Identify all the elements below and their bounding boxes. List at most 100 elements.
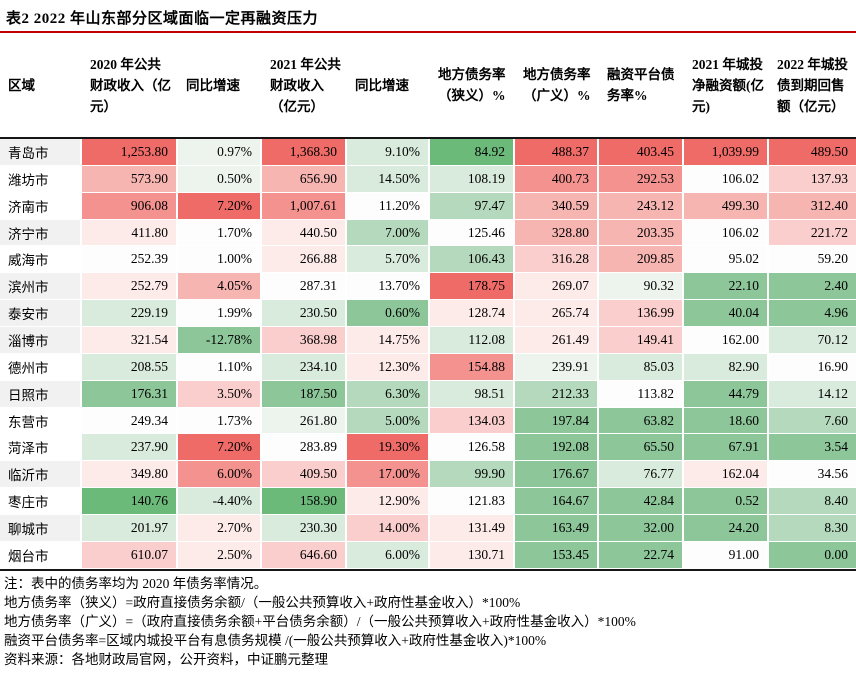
data-cell: 409.50 [262, 461, 347, 489]
table-row: 烟台市 610.07 2.50% 646.60 6.00% 130.71 153.45 22.… [0, 541, 856, 569]
data-cell: 230.50 [262, 300, 347, 328]
data-cell: 2.40 [769, 273, 856, 301]
data-cell: 1,368.30 [262, 139, 347, 166]
table-row: 青岛市 1,253.80 0.97% 1,368.30 9.10% 84.92 488.37… [0, 139, 856, 166]
data-cell: 243.12 [599, 192, 684, 220]
data-cell: 201.97 [82, 515, 178, 542]
note-line-3: 融资平台债务率=区域内城投平台有息债务规模 /(一般公共预算收入+政府性基金收入… [4, 632, 547, 648]
data-cell: 197.84 [515, 407, 599, 435]
column-header-3: 2021 年公共财政收入（亿元） [270, 56, 341, 114]
data-cell: 403.45 [599, 139, 684, 166]
data-cell: 153.45 [515, 541, 599, 569]
table-row: 日照市 176.31 3.50% 187.50 6.30% 98.51 212.33 113.… [0, 380, 856, 408]
data-cell: 1.99% [178, 300, 262, 328]
data-cell: 176.31 [82, 380, 178, 408]
data-cell: 163.49 [515, 515, 599, 542]
region-cell: 烟台市 [0, 541, 82, 569]
table-title: 表2 2022 年山东部分区域面临一定再融资压力 [6, 11, 319, 27]
data-cell: 11.20% [347, 192, 430, 220]
data-cell: 67.91 [684, 434, 769, 462]
table-body: 青岛市 1,253.80 0.97% 1,368.30 9.10% 84.92 488.37… [0, 139, 856, 571]
data-cell: 131.49 [430, 515, 515, 542]
data-cell: 234.10 [262, 353, 347, 381]
table-row: 菏泽市 237.90 7.20% 283.89 19.30% 126.58 192.08 65… [0, 434, 856, 462]
data-cell: 16.90 [769, 353, 856, 381]
data-cell: 149.41 [599, 327, 684, 354]
data-cell: 99.90 [430, 461, 515, 489]
data-cell: 106.02 [684, 165, 769, 193]
region-cell: 淄博市 [0, 327, 82, 354]
data-cell: 328.80 [515, 219, 599, 247]
data-cell: 1.70% [178, 219, 262, 247]
data-cell: 162.04 [684, 461, 769, 489]
region-cell: 枣庄市 [0, 488, 82, 516]
column-header-8: 2021 年城投净融资额(亿元) [692, 56, 764, 114]
data-cell: 209.85 [599, 246, 684, 274]
data-cell: 42.84 [599, 488, 684, 516]
data-cell: 126.58 [430, 434, 515, 462]
data-cell: 82.90 [684, 353, 769, 381]
region-cell: 临沂市 [0, 461, 82, 489]
data-cell: 32.00 [599, 515, 684, 542]
note-line-1: 地方债务率（狭义）=政府直接债务余额/（一般公共预算收入+政府性基金收入）*10… [4, 594, 521, 610]
data-cell: 91.00 [684, 541, 769, 569]
data-cell: 7.20% [178, 434, 262, 462]
data-cell: 0.52 [684, 488, 769, 516]
data-cell: 125.46 [430, 219, 515, 247]
data-cell: 154.88 [430, 353, 515, 381]
region-cell: 德州市 [0, 353, 82, 381]
data-cell: 3.54 [769, 434, 856, 462]
region-cell: 聊城市 [0, 515, 82, 542]
data-cell: 63.82 [599, 407, 684, 435]
data-cell: 499.30 [684, 192, 769, 220]
data-cell: 13.70% [347, 273, 430, 301]
region-cell: 日照市 [0, 380, 82, 408]
table-header-row: 区域 2020 年公共财政收入（亿元） 同比增速 2021 年公共财政收入（亿元） 同比… [0, 33, 856, 139]
data-cell: 121.83 [430, 488, 515, 516]
data-cell: 12.30% [347, 353, 430, 381]
note-line-4: 资料来源：各地财政局官网，公开资料，中证鹏元整理 [4, 651, 328, 667]
column-header-1: 2020 年公共财政收入（亿元） [90, 56, 171, 114]
data-cell: 134.03 [430, 407, 515, 435]
data-cell: 1,253.80 [82, 139, 178, 166]
table-notes: 注：表中的债务率均为 2020 年债务率情况。地方债务率（狭义）=政府直接债务余… [0, 571, 856, 669]
data-cell: 6.30% [347, 380, 430, 408]
data-cell: 9.10% [347, 139, 430, 166]
data-cell: 97.47 [430, 192, 515, 220]
region-cell: 济南市 [0, 192, 82, 220]
data-cell: 292.53 [599, 165, 684, 193]
data-cell: 1,007.61 [262, 192, 347, 220]
data-cell: 340.59 [515, 192, 599, 220]
data-cell: 106.02 [684, 219, 769, 247]
note-line-0: 注：表中的债务率均为 2020 年债务率情况。 [4, 575, 268, 591]
data-cell: 368.98 [262, 327, 347, 354]
data-cell: 5.00% [347, 407, 430, 435]
region-cell: 泰安市 [0, 300, 82, 328]
data-cell: -4.40% [178, 488, 262, 516]
data-cell: 14.00% [347, 515, 430, 542]
data-cell: 176.67 [515, 461, 599, 489]
table-row: 威海市 252.39 1.00% 266.88 5.70% 106.43 316.28 209… [0, 246, 856, 274]
data-cell: 40.04 [684, 300, 769, 328]
region-cell: 潍坊市 [0, 165, 82, 193]
data-cell: 7.60 [769, 407, 856, 435]
data-cell: 0.97% [178, 139, 262, 166]
data-cell: 261.80 [262, 407, 347, 435]
data-cell: 208.55 [82, 353, 178, 381]
data-cell: 0.50% [178, 165, 262, 193]
table-row: 临沂市 349.80 6.00% 409.50 17.00% 99.90 176.67 76.… [0, 461, 856, 489]
table-row: 滨州市 252.79 4.05% 287.31 13.70% 178.75 269.07 90… [0, 273, 856, 301]
data-cell: 440.50 [262, 219, 347, 247]
data-cell: 400.73 [515, 165, 599, 193]
table-row: 泰安市 229.19 1.99% 230.50 0.60% 128.74 265.74 136… [0, 300, 856, 328]
data-cell: 906.08 [82, 192, 178, 220]
data-cell: 0.00 [769, 541, 856, 569]
data-cell: 6.00% [347, 541, 430, 569]
table-row: 济南市 906.08 7.20% 1,007.61 11.20% 97.47 340.59 2… [0, 192, 856, 220]
data-cell: 128.74 [430, 300, 515, 328]
table-row: 东营市 249.34 1.73% 261.80 5.00% 134.03 197.84 63.… [0, 407, 856, 435]
data-cell: 488.37 [515, 139, 599, 166]
data-cell: 19.30% [347, 434, 430, 462]
data-cell: 112.08 [430, 327, 515, 354]
